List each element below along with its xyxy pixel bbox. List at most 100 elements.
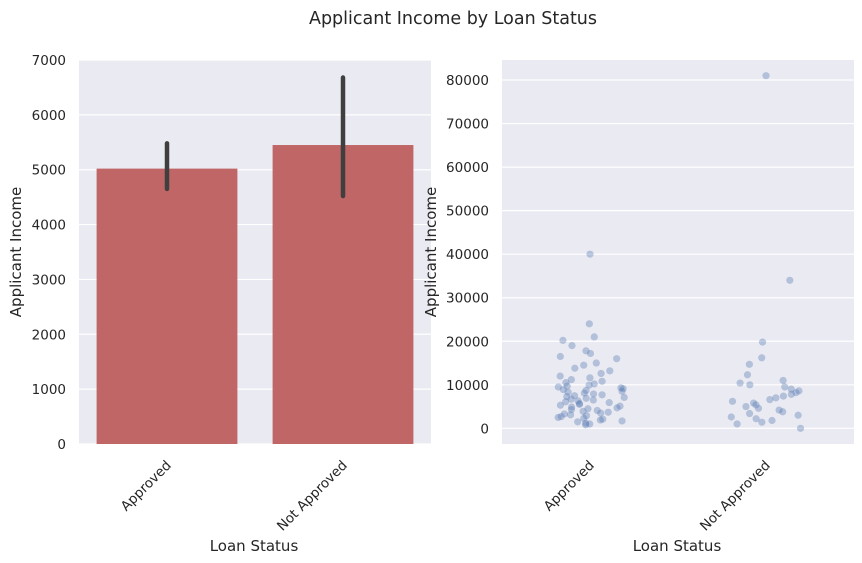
strip-y-tick-label: 40000 — [446, 247, 489, 263]
strip-point — [787, 390, 795, 398]
strip-point — [562, 379, 570, 387]
strip-chart-panel: 0 10000 20000 30000 40000 50000 60000 70000 8000… — [422, 60, 854, 555]
strip-point — [557, 412, 565, 421]
bar-y-axis-label: Applicant Income — [7, 187, 25, 317]
strip-point — [617, 384, 625, 392]
strip-point — [554, 383, 562, 391]
strip-point — [580, 414, 588, 422]
strip-point — [795, 387, 803, 395]
strip-point — [597, 409, 605, 417]
strip-point — [745, 409, 754, 418]
strip-point — [779, 408, 787, 416]
strip-point — [585, 320, 593, 328]
strip-point — [613, 355, 621, 363]
bar-x-ticks: Approved Not Approved — [118, 458, 351, 535]
strip-point — [605, 399, 613, 407]
bar-error-bars — [164, 75, 346, 199]
strip-point — [590, 380, 598, 388]
strip-point — [727, 413, 735, 421]
strip-point — [589, 396, 597, 404]
strip-point — [566, 411, 575, 419]
strip-point — [597, 369, 605, 378]
strip-point — [592, 359, 600, 367]
strip-point — [752, 415, 760, 423]
strip-point — [556, 372, 564, 380]
strip-point — [582, 386, 590, 395]
strip-point — [567, 375, 575, 384]
strip-point — [779, 392, 788, 400]
strip-point — [584, 405, 592, 413]
strip-y-tick-label: 30000 — [446, 291, 489, 307]
strip-point — [560, 410, 568, 418]
strip-point — [586, 250, 594, 258]
strip-point — [598, 377, 606, 385]
bar-y-tick-label: 5000 — [32, 163, 66, 179]
bar-chart-panel: 0 1000 2000 3000 4000 5000 6000 7000 Approved No… — [7, 53, 431, 555]
strip-point — [743, 371, 752, 379]
strip-point — [749, 399, 758, 407]
strip-y-tick-label: 70000 — [446, 117, 489, 133]
strip-point — [758, 354, 766, 362]
strip-y-tick-label: 60000 — [446, 160, 489, 176]
strip-point — [787, 385, 795, 393]
bar-x-axis-label: Loan Status — [210, 537, 299, 555]
strip-y-tick-label: 10000 — [446, 378, 489, 394]
strip-point — [786, 276, 794, 284]
bar-series — [96, 145, 414, 445]
strip-y-ticks: 0 10000 20000 30000 40000 50000 60000 70000 8000… — [446, 73, 489, 437]
strip-x-tick-label: Approved — [541, 458, 598, 515]
strip-point — [590, 333, 598, 341]
bar — [96, 168, 238, 445]
strip-x-ticks: Approved Not Approved — [541, 458, 774, 535]
strip-point — [580, 361, 588, 369]
strip-point — [768, 416, 776, 425]
strip-y-tick-label: 0 — [480, 421, 489, 437]
strip-point — [618, 387, 626, 395]
strip-point — [604, 408, 612, 416]
strip-point — [620, 393, 628, 402]
strip-point — [582, 412, 591, 420]
strip-point — [613, 404, 621, 412]
figure-title: Applicant Income by Loan Status — [309, 9, 597, 29]
strip-point — [796, 424, 805, 432]
strip-point — [758, 338, 767, 346]
strip-y-tick-label: 20000 — [446, 334, 489, 350]
strip-point — [559, 385, 567, 394]
strip-gridlines — [502, 79, 854, 429]
strip-point — [556, 401, 565, 409]
strip-point — [562, 398, 570, 406]
strip-points — [554, 72, 805, 432]
strip-point — [570, 392, 579, 400]
strip-point — [742, 402, 750, 411]
strip-point — [596, 416, 604, 424]
strip-point — [559, 336, 567, 344]
bar-x-tick-label: Not Approved — [274, 458, 351, 535]
strip-point — [746, 381, 754, 389]
bar-y-tick-label: 4000 — [32, 218, 66, 234]
strip-point — [563, 392, 571, 401]
strip-point — [568, 342, 576, 350]
strip-point — [586, 349, 595, 358]
strip-y-axis-label: Applicant Income — [422, 187, 440, 317]
strip-point — [582, 347, 590, 355]
strip-y-tick-label: 80000 — [446, 73, 489, 89]
strip-x-tick-label: Not Approved — [697, 458, 774, 535]
strip-point — [792, 389, 800, 397]
strip-point — [582, 421, 590, 429]
strip-point — [733, 420, 741, 428]
strip-point — [593, 406, 601, 415]
strip-point — [728, 397, 737, 405]
strip-point — [568, 403, 576, 411]
strip-point — [563, 382, 571, 390]
bar-y-tick-label: 0 — [57, 437, 66, 453]
bar-y-tick-label: 6000 — [32, 108, 66, 124]
strip-point — [585, 381, 593, 389]
strip-point — [766, 395, 774, 404]
strip-point — [762, 72, 770, 80]
strip-point — [754, 404, 763, 412]
strip-point — [598, 391, 606, 399]
strip-point — [580, 389, 588, 397]
strip-point — [619, 385, 627, 393]
bar-y-tick-label: 2000 — [32, 327, 66, 343]
bar-y-ticks: 0 1000 2000 3000 4000 5000 6000 7000 — [32, 53, 66, 453]
